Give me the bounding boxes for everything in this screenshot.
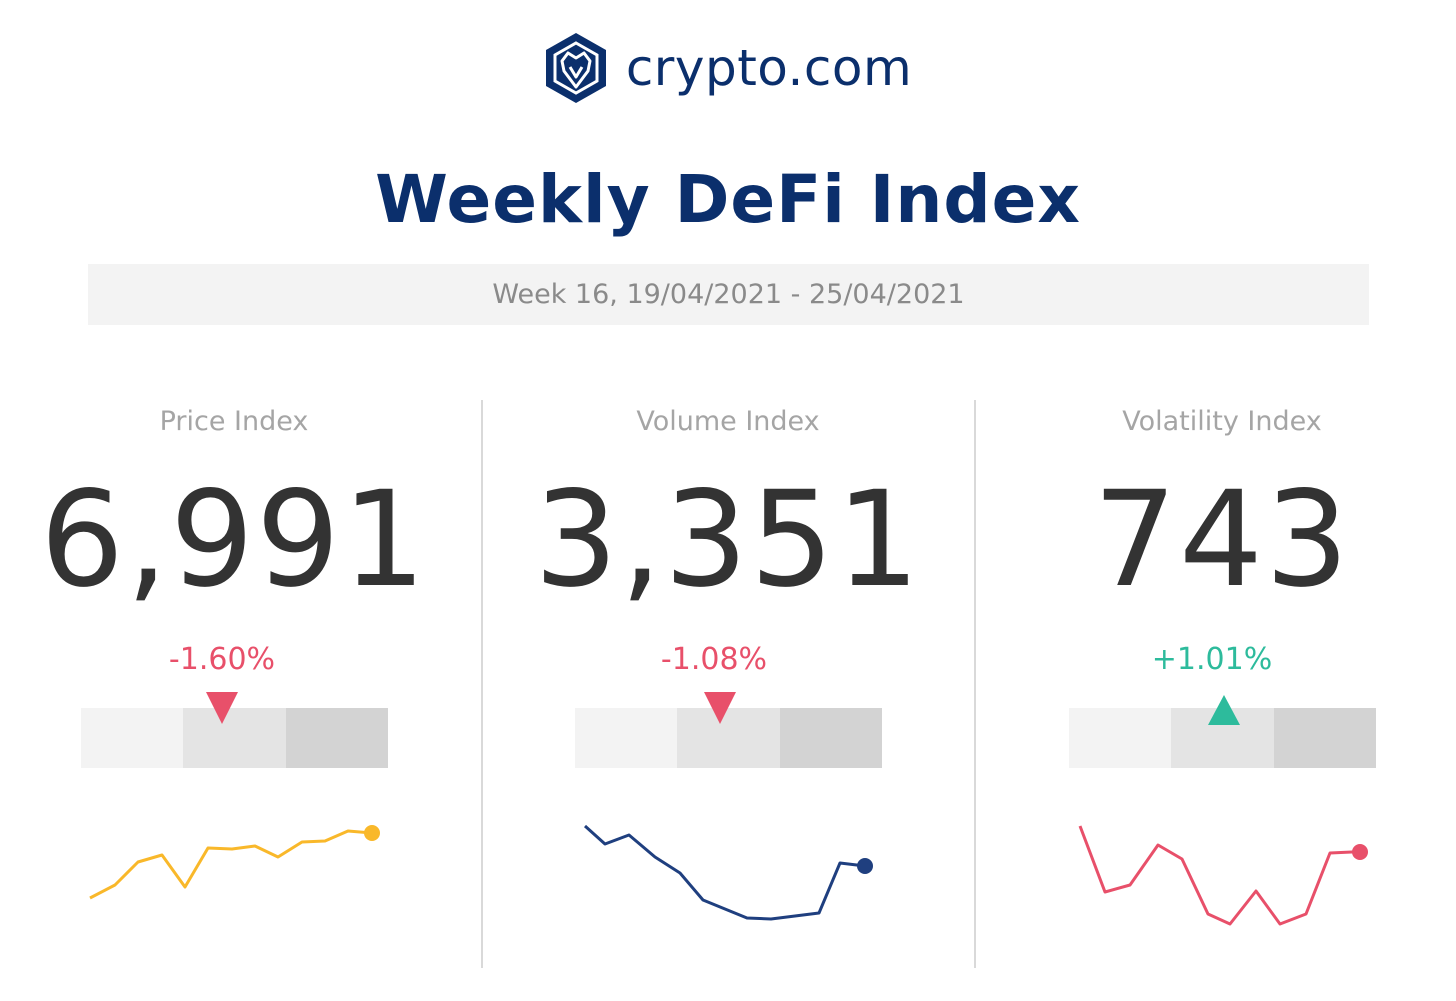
- down-arrow-icon: [206, 692, 238, 724]
- panel-title: Volume Index: [636, 406, 820, 437]
- sparkline-series: [583, 824, 866, 921]
- volatility-index-panel: Volatility Index 743 +1.01%: [982, 390, 1456, 990]
- crypto-com-logo-icon: [545, 33, 606, 103]
- change-scale: [81, 708, 388, 768]
- panel-title: Volatility Index: [1122, 406, 1322, 437]
- scale-segment-low: [575, 708, 678, 768]
- index-value: 6,991: [40, 463, 428, 617]
- volume-index-panel: Volume Index 3,351 -1.08%: [488, 390, 968, 990]
- price-index-panel: Price Index 6,991 -1.60%: [0, 390, 474, 990]
- sparkline-endpoint: [364, 825, 380, 841]
- scale-segment-high: [1273, 708, 1376, 768]
- date-range-text: Week 16, 19/04/2021 - 25/04/2021: [492, 279, 965, 310]
- change-percent: +1.01%: [1151, 642, 1273, 677]
- sparkline-series: [1078, 825, 1360, 926]
- index-value: 3,351: [534, 463, 922, 617]
- up-arrow-icon: [1208, 695, 1240, 725]
- brand-header: crypto.com: [0, 28, 1456, 108]
- page-title: Weekly DeFi Index: [375, 161, 1081, 238]
- date-range-bar: Week 16, 19/04/2021 - 25/04/2021: [88, 264, 1369, 325]
- volatility-index-sparkline: [1078, 825, 1368, 926]
- change-scale: [1069, 708, 1376, 768]
- change-percent: -1.08%: [660, 642, 768, 677]
- down-arrow-icon: [704, 692, 736, 724]
- sparkline-endpoint: [1352, 844, 1368, 860]
- brand-name: crypto.com: [625, 39, 913, 97]
- panel-title: Price Index: [159, 406, 309, 437]
- scale-segment-low: [81, 708, 184, 768]
- index-value: 743: [1093, 463, 1351, 617]
- change-scale: [575, 708, 882, 768]
- volume-index-sparkline: [583, 824, 873, 921]
- sparkline-series: [89, 829, 373, 900]
- sparkline-endpoint: [857, 858, 873, 874]
- scale-segment-low: [1069, 708, 1172, 768]
- panel-divider: [481, 400, 483, 968]
- scale-segment-high: [285, 708, 388, 768]
- price-index-sparkline: [89, 825, 380, 900]
- scale-segment-high: [779, 708, 882, 768]
- change-percent: -1.60%: [168, 642, 276, 677]
- panel-divider: [974, 400, 976, 968]
